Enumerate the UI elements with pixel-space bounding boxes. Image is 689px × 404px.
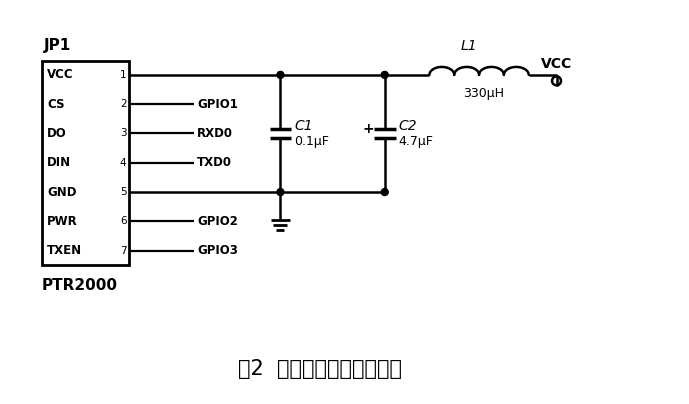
Text: PTR2000: PTR2000 — [42, 278, 118, 293]
Text: 7: 7 — [120, 246, 127, 256]
Text: VCC: VCC — [47, 68, 74, 81]
Text: 图2  无线通信模块接口电路: 图2 无线通信模块接口电路 — [238, 359, 402, 379]
Text: 5: 5 — [120, 187, 127, 197]
Text: 4.7μF: 4.7μF — [399, 135, 433, 148]
Text: GND: GND — [47, 185, 76, 199]
Text: L1: L1 — [461, 39, 477, 53]
Text: C2: C2 — [399, 118, 418, 133]
Circle shape — [381, 72, 388, 78]
Circle shape — [277, 72, 284, 78]
Text: 3: 3 — [120, 128, 127, 139]
Text: TXEN: TXEN — [47, 244, 82, 257]
Text: JP1: JP1 — [44, 38, 72, 53]
Text: 2: 2 — [120, 99, 127, 109]
Text: PWR: PWR — [47, 215, 78, 228]
Text: 1: 1 — [120, 70, 127, 80]
Text: DIN: DIN — [47, 156, 71, 169]
Text: GPIO3: GPIO3 — [197, 244, 238, 257]
Text: RXD0: RXD0 — [197, 127, 233, 140]
Text: DO: DO — [47, 127, 67, 140]
Text: CS: CS — [47, 98, 65, 111]
Text: TXD0: TXD0 — [197, 156, 232, 169]
Text: GPIO1: GPIO1 — [197, 98, 238, 111]
Text: 0.1μF: 0.1μF — [294, 135, 329, 148]
Circle shape — [277, 189, 284, 196]
Text: 4: 4 — [120, 158, 127, 168]
Text: C1: C1 — [294, 118, 313, 133]
Text: +: + — [362, 122, 373, 135]
Bar — [42, 61, 130, 265]
Text: GPIO2: GPIO2 — [197, 215, 238, 228]
Text: 330μH: 330μH — [464, 87, 504, 100]
Circle shape — [381, 189, 388, 196]
Text: 6: 6 — [120, 217, 127, 226]
Text: VCC: VCC — [541, 57, 572, 71]
